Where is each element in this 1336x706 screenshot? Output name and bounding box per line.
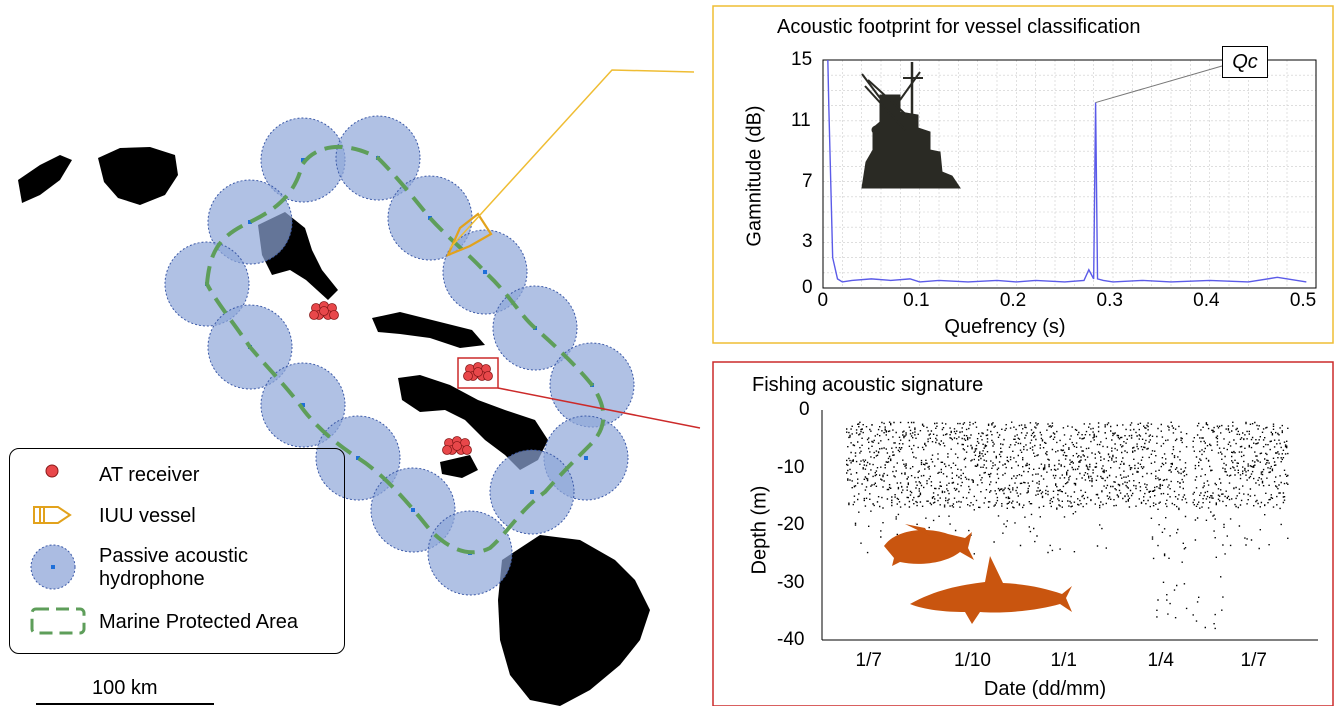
legend-hydrophone-dot [51,565,55,569]
at-receiver [473,367,483,377]
vessel-panel-frame [712,5,1334,344]
fish-silhouette [884,524,974,566]
at-receiver-clusters [309,301,493,455]
at-receiver [309,310,319,320]
top-ytick: 3 [802,231,813,253]
hydrophone-sensor-4 [248,220,252,224]
shark-silhouette [910,556,1072,624]
legend-receiver-icon [45,464,59,478]
at-receiver [462,445,472,455]
top-xtick: 0.5 [1289,290,1317,311]
top-ytick: 7 [802,170,813,192]
at-receiver [319,306,329,316]
scale-bar [36,703,214,705]
fishing-panel-title: Fishing acoustic signature [752,374,984,396]
fishing-vessel-silhouette [861,62,961,189]
fishing-panel-frame [712,361,1334,706]
island-maui [398,375,548,470]
island-kauai [98,147,178,205]
bottom-xtick: 1/7 [1240,650,1267,671]
island-molokai [372,312,485,348]
iuu-vessel-marker [445,212,493,258]
hydrophone-sensor-12 [356,456,360,460]
hydrophone-sensor-5 [483,270,487,274]
top-ytick: 11 [791,109,811,131]
legend-mpa-icon [30,607,86,635]
legend-hydrophone-label-1: Passive acoustic [99,545,248,567]
bottom-ytick: 0 [799,399,810,420]
bottom-ytick: -30 [777,571,805,593]
top-xlabel: Quefrency (s) [944,316,1066,338]
hydrophone-sensor-14 [411,508,415,512]
bottom-ytick: -10 [777,456,805,478]
hydrophone-sensor-1 [301,158,305,162]
top-xtick: 0.4 [1193,290,1220,311]
legend-mpa-label: Marine Protected Area [99,611,298,633]
depth-chart [821,410,1318,641]
bottom-xlabel: Date (dd/mm) [983,678,1107,700]
at-receiver [442,445,452,455]
top-ylabel: Gamnitude (dB) [743,105,766,247]
top-xtick: 0.1 [903,290,930,311]
legend-receiver-label: AT receiver [99,464,200,486]
vessel-connector-line [449,69,695,249]
hydrophone-sensor-3 [428,216,432,220]
depth-points [846,421,1289,630]
cepstrum-line [827,59,1307,283]
bottom-xtick: 1/1 [1050,650,1077,671]
at-receiver [483,371,493,381]
marine-protected-area [204,144,606,555]
legend-vessel-label: IUU vessel [99,505,196,527]
legend-hydrophone-label-2: hydrophone [99,568,205,590]
qc-pointer [1095,65,1223,104]
top-ytick: 0 [802,277,813,298]
receiver-zoom-box [457,357,499,389]
at-receiver [329,310,339,320]
at-receiver [463,371,473,381]
legend-symbols [30,464,86,635]
receiver-connector-line [497,387,701,429]
scale-label: 100 km [92,677,158,699]
bottom-xtick: 1/4 [1147,650,1174,671]
vessel-panel-title: Acoustic footprint for vessel classifica… [777,16,1141,38]
legend-vessel-icon [33,506,72,524]
bottom-xtick: 1/7 [855,650,882,671]
qc-annotation: Qc [1222,46,1268,78]
hydrophone-sensor-13 [530,490,534,494]
top-plot-frame [822,59,1317,289]
bottom-xtick: 1/10 [954,650,991,671]
at-receiver [452,441,462,451]
top-xtick: 0.2 [999,290,1027,311]
bottom-ylabel: Depth (m) [748,485,771,575]
hydrophone-sensor-10 [301,403,305,407]
bottom-ytick: -40 [777,629,805,650]
island-big-island [498,535,650,706]
hydrophone-sensor-11 [584,456,588,460]
top-xtick: 0 [817,290,829,311]
top-xtick: 0.3 [1096,290,1123,311]
top-ytick: 15 [791,49,813,70]
island-niihau [18,155,72,203]
legend-box: AT receiver IUU vessel Passive acoustic … [9,448,345,654]
island-lanai [440,455,478,478]
bottom-ytick: -20 [777,514,805,535]
